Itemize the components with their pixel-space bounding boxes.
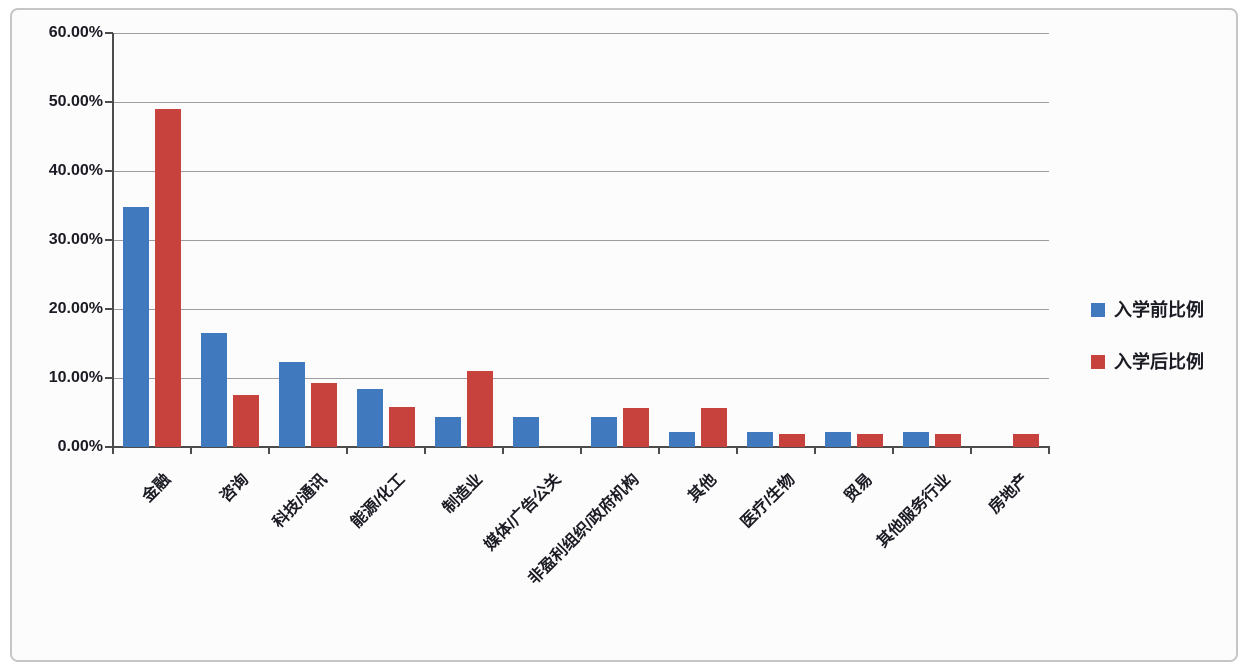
y-axis-tick-label: 60.00%	[48, 24, 103, 41]
bar-after-enrollment	[389, 406, 415, 447]
y-axis-tick-label: 0.00%	[57, 438, 103, 455]
x-axis-category-label: 媒体/广告公关	[480, 471, 565, 555]
x-axis-tick	[892, 448, 894, 454]
category-group	[425, 33, 503, 447]
x-axis-tick	[268, 448, 270, 454]
bar-before-enrollment	[435, 417, 461, 447]
bar-after-enrollment	[935, 433, 961, 447]
legend-swatch-after-icon	[1091, 355, 1105, 369]
x-axis-category-label: 科技/通讯	[269, 471, 331, 532]
y-axis-tick	[105, 377, 113, 379]
x-axis-category-label: 其他服务行业	[874, 471, 955, 551]
category-group	[659, 33, 737, 447]
gridline-10	[113, 378, 1049, 379]
bar-after-enrollment	[1013, 433, 1039, 447]
category-group	[971, 33, 1049, 447]
x-axis-tick	[424, 448, 426, 454]
bar-before-enrollment	[825, 431, 851, 447]
gridline-20	[113, 309, 1049, 310]
y-axis-tick	[105, 308, 113, 310]
bar-before-enrollment	[591, 417, 617, 447]
legend-label-after: 入学后比例	[1114, 352, 1204, 372]
y-axis-tick-label: 10.00%	[48, 369, 103, 386]
bar-before-enrollment	[123, 206, 149, 447]
category-group	[893, 33, 971, 447]
category-group	[347, 33, 425, 447]
x-axis-category-label: 其他	[685, 471, 721, 506]
y-axis-tick	[105, 170, 113, 172]
x-axis-category-label: 金融	[139, 471, 175, 506]
y-axis-tick-label: 20.00%	[48, 300, 103, 317]
legend: 入学前比例 入学后比例	[1091, 296, 1204, 376]
y-axis-tick-label: 40.00%	[48, 162, 103, 179]
gridline-30	[113, 240, 1049, 241]
y-axis-tick-label: 30.00%	[48, 231, 103, 248]
y-axis-tick	[105, 101, 113, 103]
x-axis-tick	[580, 448, 582, 454]
x-axis-tick	[502, 448, 504, 454]
gridline-40	[113, 171, 1049, 172]
bar-after-enrollment	[233, 395, 259, 447]
bar-after-enrollment	[467, 371, 493, 447]
bar-after-enrollment	[311, 382, 337, 447]
category-group	[737, 33, 815, 447]
bar-before-enrollment	[903, 431, 929, 447]
x-axis-category-label: 制造业	[440, 471, 487, 517]
y-axis-tick	[105, 32, 113, 34]
x-axis-tick	[346, 448, 348, 454]
bar-after-enrollment	[623, 407, 649, 447]
y-axis-line	[112, 33, 114, 447]
x-axis-category-label: 医疗/生物	[737, 471, 799, 532]
x-axis-tick	[814, 448, 816, 454]
bar-before-enrollment	[201, 333, 227, 447]
bar-after-enrollment	[701, 407, 727, 447]
x-axis-category-label: 房地产	[986, 471, 1033, 517]
y-axis-tick	[105, 446, 113, 448]
y-axis-tick-label: 50.00%	[48, 93, 103, 110]
x-axis-tick	[970, 448, 972, 454]
legend-item-before-enrollment: 入学前比例	[1091, 296, 1204, 324]
category-group	[815, 33, 893, 447]
bar-before-enrollment	[669, 431, 695, 447]
gridline-50	[113, 102, 1049, 103]
x-axis-category-label: 能源/化工	[347, 471, 409, 532]
plot-area	[113, 33, 1049, 447]
category-group	[503, 33, 581, 447]
legend-label-before: 入学前比例	[1114, 300, 1204, 320]
bar-after-enrollment	[155, 108, 181, 447]
category-group	[113, 33, 191, 447]
bar-before-enrollment	[357, 389, 383, 447]
x-axis-tick	[736, 448, 738, 454]
category-group	[269, 33, 347, 447]
bar-after-enrollment	[857, 433, 883, 447]
bar-before-enrollment	[747, 431, 773, 447]
y-axis-tick	[105, 239, 113, 241]
x-axis-tick	[658, 448, 660, 454]
gridline-60	[113, 33, 1049, 34]
x-axis-tick	[112, 448, 114, 454]
legend-item-after-enrollment: 入学后比例	[1091, 348, 1204, 376]
x-axis-category-label: 咨询	[217, 471, 253, 506]
legend-swatch-before-icon	[1091, 303, 1105, 317]
bar-before-enrollment	[279, 362, 305, 447]
category-group	[191, 33, 269, 447]
x-axis-tick	[190, 448, 192, 454]
category-group	[581, 33, 659, 447]
bar-before-enrollment	[513, 417, 539, 447]
x-axis-tick	[1048, 448, 1050, 454]
x-axis-line	[112, 446, 1050, 448]
bar-after-enrollment	[779, 433, 805, 447]
x-axis-category-label: 贸易	[841, 471, 877, 506]
